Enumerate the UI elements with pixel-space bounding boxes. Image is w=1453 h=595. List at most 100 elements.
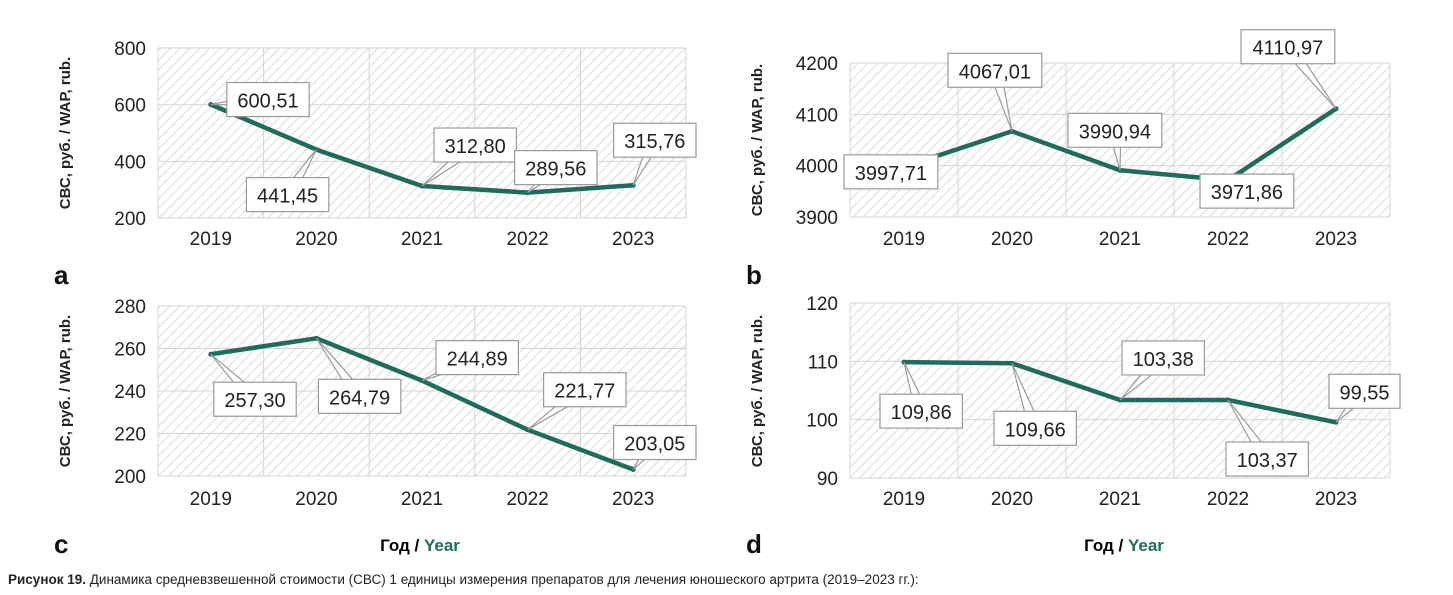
y-tick-label: 400 bbox=[114, 152, 146, 173]
data-label-box bbox=[612, 424, 697, 461]
x-tick-label: 2021 bbox=[1099, 489, 1141, 510]
data-label-box bbox=[879, 393, 964, 429]
data-label-box bbox=[317, 378, 402, 414]
plot-hatch bbox=[850, 303, 1390, 478]
data-label-box bbox=[612, 122, 697, 158]
data-label: 4110,97 bbox=[1252, 38, 1323, 60]
chart-panel-d: 90 100 110 120 2019 2020 2021 2022 2023 СВС, руб.… bbox=[746, 294, 1401, 559]
data-label: 221,77 bbox=[554, 381, 615, 403]
y-tick-label: 4000 bbox=[796, 157, 838, 178]
data-label: 3990,94 bbox=[1079, 121, 1151, 143]
x-tick-label: 2019 bbox=[190, 489, 232, 510]
data-label-box bbox=[513, 150, 598, 186]
y-tick-label: 4100 bbox=[796, 105, 838, 126]
x-axis-title-right: Год / Year bbox=[1084, 536, 1164, 555]
data-label-box bbox=[1199, 173, 1295, 209]
data-label-box bbox=[245, 176, 330, 213]
y-tick-label: 200 bbox=[114, 209, 146, 230]
x-tick-label: 2023 bbox=[612, 229, 654, 250]
y-tick-label: 220 bbox=[114, 425, 146, 446]
data-label-box bbox=[947, 52, 1043, 88]
x-tick-label: 2020 bbox=[295, 229, 337, 250]
data-label: 203,05 bbox=[624, 434, 685, 456]
caption-text: Динамика средневзвешенной стоимости (СВС… bbox=[89, 572, 919, 587]
chart-panel-a: 200 400 600 800 2019 2020 2021 2022 2023 СВС, руб… bbox=[54, 39, 697, 290]
data-label: 3971,86 bbox=[1211, 182, 1283, 204]
y-tick-label: 90 bbox=[817, 469, 838, 490]
data-label-box bbox=[213, 381, 297, 417]
x-tick-label: 2019 bbox=[883, 229, 925, 250]
data-label: 4067,01 bbox=[959, 61, 1031, 83]
data-label: 315,76 bbox=[624, 131, 685, 153]
x-tick-label: 2020 bbox=[991, 489, 1033, 510]
x-tick-label: 2023 bbox=[1315, 489, 1357, 510]
y-tick-label: 4200 bbox=[796, 54, 838, 75]
y-axis-label: СВС, руб. / WAP, rub. bbox=[749, 315, 766, 467]
x-tick-label: 2021 bbox=[1099, 229, 1141, 250]
x-tick-label: 2022 bbox=[1207, 229, 1249, 250]
x-tick-label: 2021 bbox=[401, 229, 443, 250]
data-label: 103,37 bbox=[1237, 450, 1298, 472]
x-tick-label: 2020 bbox=[295, 489, 337, 510]
x-axis-title-en: Year bbox=[424, 536, 460, 555]
y-tick-label: 110 bbox=[808, 352, 838, 373]
data-label: 109,66 bbox=[1005, 419, 1066, 441]
panel-letter: c bbox=[54, 529, 68, 559]
panel-letter: d bbox=[746, 529, 762, 559]
data-label-box bbox=[435, 340, 520, 376]
data-label: 441,45 bbox=[257, 186, 318, 208]
x-tick-label: 2020 bbox=[991, 229, 1033, 250]
data-label-box bbox=[1225, 441, 1310, 477]
data-label: 257,30 bbox=[224, 390, 285, 412]
y-tick-label: 100 bbox=[806, 411, 838, 432]
y-tick-label: 240 bbox=[114, 382, 146, 403]
data-label: 244,89 bbox=[447, 349, 508, 371]
caption-label: Рисунок 19. bbox=[8, 572, 86, 587]
x-tick-label: 2019 bbox=[190, 229, 232, 250]
x-tick-label: 2019 bbox=[883, 489, 925, 510]
x-axis-title-left: Год / Year bbox=[380, 536, 460, 555]
data-label-box bbox=[843, 154, 939, 190]
data-label-box bbox=[1067, 112, 1163, 148]
data-label: 264,79 bbox=[329, 387, 390, 409]
y-tick-label: 280 bbox=[114, 297, 146, 318]
x-axis-title-ru: Год / bbox=[380, 536, 424, 555]
chart-panel-c: 200 220 240 260 280 2019 2020 2021 2022 2023 СВС, … bbox=[54, 297, 697, 559]
chart-panel-b: 3900 4000 4100 4200 2019 2020 2021 2022 2023 СВС,… bbox=[746, 29, 1391, 290]
data-label: 600,51 bbox=[237, 91, 298, 113]
x-tick-label: 2023 bbox=[612, 489, 654, 510]
data-label: 312,80 bbox=[445, 136, 506, 158]
data-label-box bbox=[993, 410, 1078, 446]
x-tick-label: 2022 bbox=[506, 229, 548, 250]
data-label-box bbox=[1240, 29, 1336, 65]
x-tick-label: 2022 bbox=[1207, 489, 1249, 510]
x-axis-title-ru: Год / bbox=[1084, 536, 1128, 555]
data-label: 99,55 bbox=[1339, 382, 1389, 404]
panel-letter: b bbox=[746, 260, 762, 290]
x-tick-label: 2023 bbox=[1315, 229, 1357, 250]
x-axis-title-en: Year bbox=[1128, 536, 1164, 555]
data-label-box bbox=[433, 127, 518, 163]
x-tick-label: 2022 bbox=[506, 489, 548, 510]
y-tick-label: 600 bbox=[114, 96, 146, 117]
y-tick-label: 260 bbox=[114, 340, 146, 361]
data-label-box bbox=[542, 372, 627, 408]
y-tick-label: 3900 bbox=[796, 208, 838, 229]
data-label: 103,38 bbox=[1133, 349, 1194, 371]
figure-caption: Рисунок 19. Динамика средневзвешенной ст… bbox=[8, 572, 1448, 587]
y-tick-label: 200 bbox=[114, 467, 146, 488]
y-tick-label: 120 bbox=[806, 294, 838, 315]
data-label: 109,86 bbox=[891, 402, 952, 424]
data-label-box bbox=[226, 81, 310, 118]
plot-hatch bbox=[158, 48, 686, 218]
data-label-box bbox=[1121, 340, 1206, 376]
x-tick-label: 2021 bbox=[401, 489, 443, 510]
data-label: 3997,71 bbox=[855, 163, 927, 185]
data-label: 289,56 bbox=[525, 159, 586, 181]
data-label-box bbox=[1328, 373, 1401, 409]
y-axis-label: СВС, руб. / WAP, rub. bbox=[57, 315, 74, 467]
y-axis-label: СВС, руб. / WAP, rub. bbox=[749, 64, 766, 216]
y-axis-label: СВС, руб. / WAP, rub. bbox=[57, 57, 74, 209]
panel-letter: a bbox=[54, 260, 69, 290]
